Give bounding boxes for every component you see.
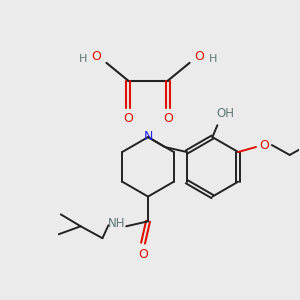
Text: O: O bbox=[195, 50, 205, 63]
Text: O: O bbox=[92, 50, 101, 63]
Text: OH: OH bbox=[216, 107, 234, 120]
Text: NH: NH bbox=[108, 217, 125, 230]
Text: N: N bbox=[143, 130, 153, 142]
Text: H: H bbox=[209, 54, 218, 64]
Text: O: O bbox=[138, 248, 148, 260]
Text: O: O bbox=[163, 112, 173, 125]
Text: H: H bbox=[78, 54, 87, 64]
Text: O: O bbox=[123, 112, 133, 125]
Text: O: O bbox=[259, 139, 269, 152]
